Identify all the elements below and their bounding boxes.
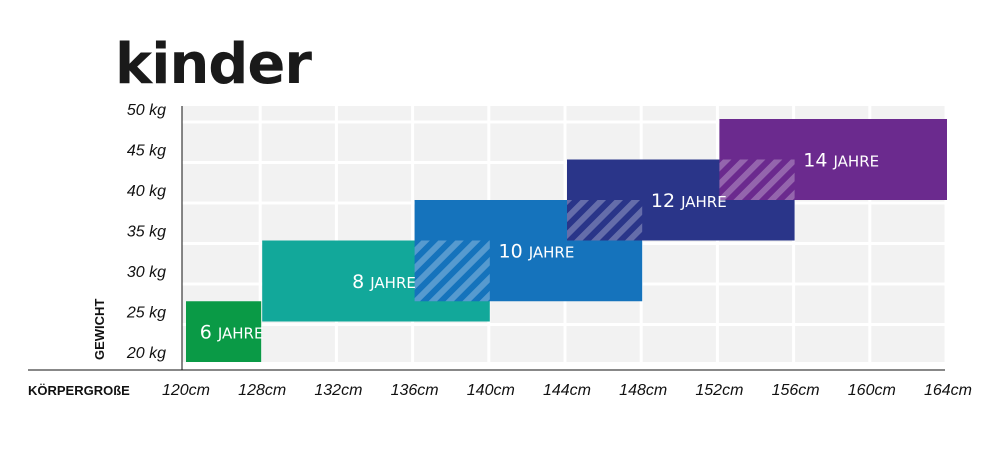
age-range-boxes [186, 119, 947, 362]
y-tick-label: 35 kg [127, 224, 166, 241]
x-tick-label: 128cm [238, 382, 286, 399]
overlap-hatch [414, 240, 490, 302]
x-axis-label: KÖRPERGROßE [28, 383, 130, 398]
age-number: 12 [651, 190, 681, 212]
age-unit: JAHRE [833, 153, 880, 171]
age-unit: JAHRE [680, 193, 727, 211]
x-tick-label: 140cm [467, 382, 515, 399]
age-number: 6 [200, 322, 218, 344]
x-tick-label: 120cm [162, 382, 210, 399]
age-label-10: 10 JAHRE [498, 241, 574, 263]
age-unit: JAHRE [528, 244, 575, 262]
age-label-14: 14 JAHRE [803, 150, 879, 172]
age-label-12: 12 JAHRE [651, 190, 727, 212]
x-tick-label: 144cm [543, 382, 591, 399]
y-tick-label: 25 kg [126, 305, 166, 322]
y-tick-labels: 20 kg 25 kg 30 kg 35 kg 40 kg 45 kg 50 kg [126, 102, 166, 362]
y-tick-label: 20 kg [126, 345, 166, 362]
x-tick-label: 164cm [924, 382, 972, 399]
y-tick-label: 45 kg [127, 143, 166, 160]
x-tick-label: 148cm [619, 382, 667, 399]
y-tick-label: 50 kg [127, 102, 166, 119]
y-tick-label: 40 kg [127, 183, 166, 200]
x-tick-label: 136cm [391, 382, 439, 399]
age-number: 14 [803, 150, 833, 172]
age-box-6-jahre [186, 301, 262, 362]
x-tick-label: 156cm [772, 382, 820, 399]
x-tick-label: 152cm [695, 382, 743, 399]
age-number: 10 [498, 241, 528, 263]
overlap-hatch [567, 200, 643, 241]
chart-title: kinder [115, 32, 312, 97]
age-unit: JAHRE [217, 325, 264, 343]
x-tick-label: 160cm [848, 382, 896, 399]
y-axis-label: GEWICHT [92, 299, 107, 360]
age-unit: JAHRE [369, 274, 416, 292]
age-number: 8 [352, 271, 370, 293]
x-tick-label: 132cm [314, 382, 362, 399]
age-label-8: 8 JAHRE [352, 271, 416, 293]
x-tick-labels: 120cm 128cm 132cm 136cm 140cm 144cm 148cm 152cm… [162, 382, 972, 399]
overlap-hatch [719, 159, 795, 200]
age-label-6: 6 JAHRE [200, 322, 264, 344]
y-tick-label: 30 kg [127, 264, 166, 281]
